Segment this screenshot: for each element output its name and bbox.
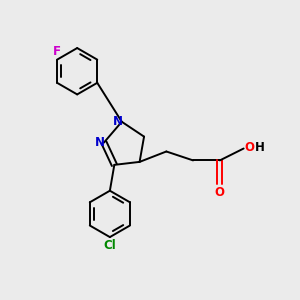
Text: H: H — [255, 141, 265, 154]
Text: N: N — [113, 115, 123, 128]
Text: Cl: Cl — [103, 239, 116, 253]
Text: N: N — [95, 136, 105, 149]
Text: O: O — [214, 186, 224, 199]
Text: O: O — [244, 141, 254, 154]
Text: F: F — [53, 45, 61, 58]
